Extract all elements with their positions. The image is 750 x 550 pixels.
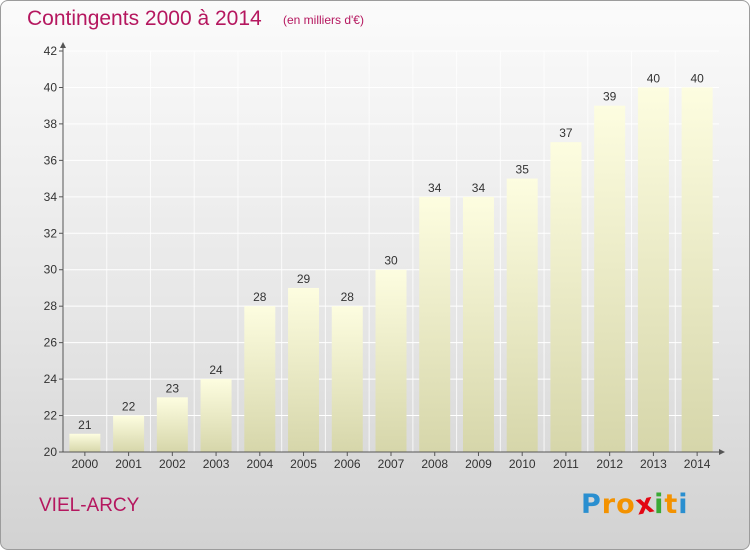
x-tick-label: 2007 — [378, 457, 405, 471]
data-label: 29 — [297, 272, 311, 286]
logo-letter: i — [678, 489, 689, 520]
data-label: 22 — [122, 400, 136, 414]
proxiti-logo: Proxiti — [581, 487, 689, 521]
data-label: 37 — [559, 126, 573, 140]
x-tick-label: 2003 — [203, 457, 230, 471]
y-tick-label: 42 — [44, 44, 58, 58]
x-tick-label: 2010 — [509, 457, 536, 471]
bar — [637, 87, 669, 453]
data-label: 39 — [603, 90, 617, 104]
y-tick-label: 38 — [44, 117, 58, 131]
data-label: 40 — [647, 71, 661, 85]
data-label: 28 — [253, 290, 267, 304]
x-tick-label: 2008 — [421, 457, 448, 471]
y-tick-label: 20 — [44, 445, 58, 459]
y-tick-label: 40 — [44, 80, 58, 94]
bar — [594, 105, 626, 452]
data-label: 23 — [166, 381, 180, 395]
x-tick-label: 2009 — [465, 457, 492, 471]
y-axis-arrow — [60, 42, 66, 48]
data-label: 28 — [341, 290, 355, 304]
bar — [331, 306, 363, 452]
x-tick-label: 2001 — [115, 457, 142, 471]
y-tick-label: 34 — [44, 190, 58, 204]
bar — [200, 379, 232, 452]
logo-letter: r — [601, 489, 617, 520]
logo-letter: t — [664, 489, 679, 520]
data-label: 40 — [690, 71, 704, 85]
x-tick-label: 2011 — [553, 457, 579, 471]
bar — [244, 306, 276, 452]
bar — [550, 142, 582, 453]
data-label: 34 — [472, 181, 486, 195]
x-tick-label: 2014 — [684, 457, 711, 471]
data-label: 35 — [516, 163, 530, 177]
logo-letter: o — [616, 489, 636, 520]
bar — [113, 415, 145, 452]
bar — [462, 196, 494, 452]
bar — [69, 433, 101, 452]
bar — [156, 397, 188, 452]
logo-letter: i — [654, 489, 665, 520]
x-axis-arrow — [719, 449, 725, 455]
x-tick-label: 2006 — [334, 457, 361, 471]
x-tick-label: 2002 — [159, 457, 186, 471]
chart-title: Contingents 2000 à 2014 — [27, 7, 262, 30]
x-tick-label: 2013 — [640, 457, 667, 471]
data-label: 24 — [209, 363, 223, 377]
data-label: 34 — [428, 181, 442, 195]
y-tick-label: 24 — [44, 372, 58, 386]
bar — [288, 287, 320, 452]
y-tick-label: 22 — [44, 409, 58, 423]
x-tick-label: 2005 — [290, 457, 317, 471]
y-tick-label: 30 — [44, 263, 58, 277]
axes — [59, 42, 725, 456]
data-label: 30 — [384, 254, 398, 268]
x-tick-label: 2012 — [596, 457, 623, 471]
bar — [375, 269, 407, 452]
bar — [419, 196, 451, 452]
labels: 20 22 24 26 28 30 32 34 36 38 40 42 21 2000 22 2001 23 20… — [44, 44, 711, 471]
x-tick-label: 2000 — [72, 457, 99, 471]
y-tick-label: 26 — [44, 336, 58, 350]
chart-subtitle: (en milliers d'€) — [283, 13, 364, 27]
y-tick-label: 32 — [44, 226, 58, 240]
bar — [506, 178, 538, 452]
commune-name: VIEL-ARCY — [39, 495, 140, 516]
data-label: 21 — [78, 418, 92, 432]
x-tick-label: 2004 — [246, 457, 273, 471]
bars — [69, 87, 713, 453]
logo-letter: P — [581, 489, 602, 520]
y-tick-label: 28 — [44, 299, 58, 313]
y-tick-label: 36 — [44, 153, 58, 167]
bar — [681, 87, 713, 453]
